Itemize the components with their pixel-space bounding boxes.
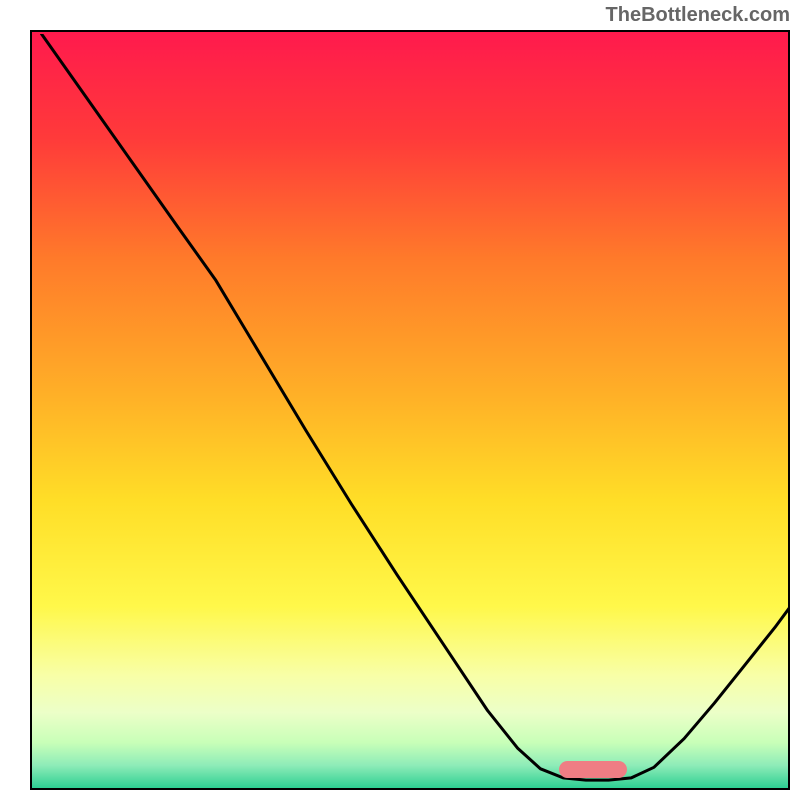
chart-container: TheBottleneck.com <box>0 0 800 800</box>
optimal-range-marker <box>559 761 627 778</box>
bottleneck-curve <box>34 34 790 790</box>
plot-frame <box>30 30 790 790</box>
watermark-text: TheBottleneck.com <box>606 4 790 27</box>
